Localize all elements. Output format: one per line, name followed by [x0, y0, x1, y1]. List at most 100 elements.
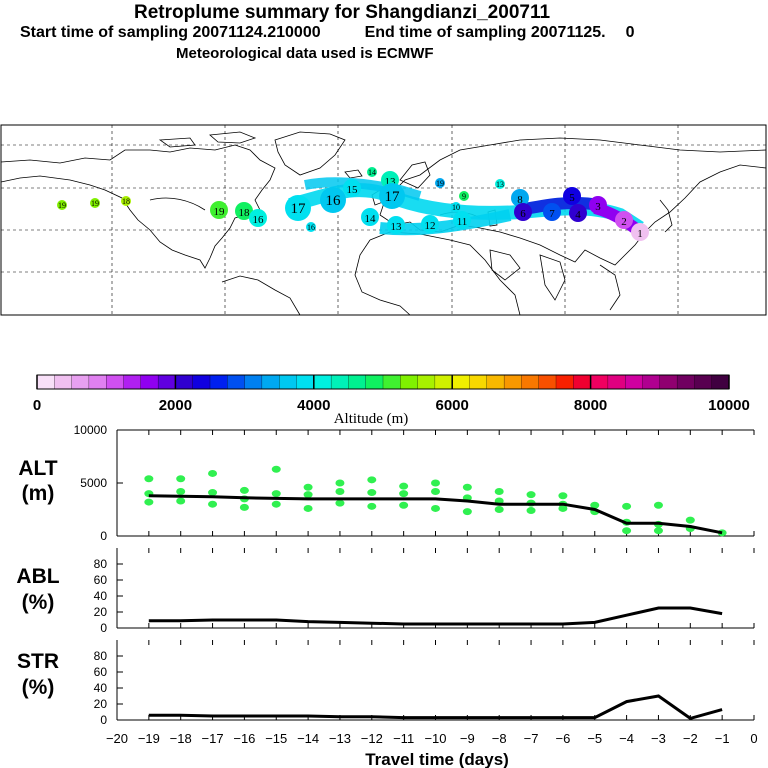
- x-tick-label: 0: [750, 731, 757, 746]
- colorbar-cell: [711, 374, 730, 390]
- cluster-label: 19: [58, 201, 66, 210]
- x-tick-label: −9: [460, 731, 475, 746]
- cluster-label: 17: [291, 201, 307, 217]
- y-tick-label: 80: [94, 557, 108, 571]
- particle-point: [208, 500, 218, 508]
- particle-point: [239, 486, 249, 494]
- cluster-marker: [511, 189, 529, 207]
- colorbar-tick-label: 10000: [708, 397, 750, 414]
- cluster-label: 18: [239, 207, 251, 219]
- cluster-marker: [543, 203, 561, 221]
- particle-point: [526, 507, 536, 515]
- particle-point: [431, 487, 440, 495]
- x-axis-title: Travel time (days): [365, 750, 509, 768]
- particle-point: [208, 469, 218, 477]
- end-time-suffix: 0: [625, 24, 635, 41]
- series-line: [148, 694, 723, 721]
- cluster-label: 8: [517, 194, 523, 206]
- y-tick-label: 60: [94, 665, 108, 679]
- y-tick-label: 40: [94, 589, 108, 603]
- x-tick-label: −18: [170, 731, 192, 746]
- particle-point: [653, 527, 663, 535]
- cluster-label: 16: [307, 223, 315, 232]
- x-tick-label: −10: [424, 731, 446, 746]
- cluster-label: 3: [595, 201, 601, 213]
- x-tick-label: −15: [265, 731, 287, 746]
- x-tick-label: −8: [492, 731, 507, 746]
- cluster-label: 19: [436, 179, 444, 188]
- particle-point: [526, 491, 536, 499]
- cluster-marker: [459, 191, 469, 201]
- colorbar-cell: [417, 374, 436, 390]
- cluster-marker: [615, 211, 633, 229]
- particle-point: [271, 490, 281, 498]
- cluster-label: 4: [575, 209, 581, 221]
- colorbar-tick-label: 0: [33, 397, 41, 414]
- cluster-marker: [235, 202, 253, 220]
- colorbar-tick-label: 2000: [159, 397, 192, 414]
- time-series-panels: 0 5000 10000 ALT(m) 0 20 40 60 80 ABL (%) 0 20 40 60 80…: [16, 423, 757, 768]
- panel-abl: 0 20 40 60 80 ABL (%): [16, 548, 755, 635]
- particle-point: [399, 490, 409, 498]
- colorbar-cell: [469, 374, 488, 390]
- colorbar-cell: [503, 374, 522, 390]
- particle-point: [367, 502, 377, 510]
- particle-point: [622, 527, 632, 535]
- cluster-marker: [569, 204, 587, 222]
- cluster-marker: [90, 198, 100, 208]
- cluster-marker: [379, 183, 405, 209]
- colorbar-cell: [157, 374, 176, 390]
- particle-point: [208, 489, 218, 497]
- cluster-marker: [57, 200, 67, 210]
- cluster-label: 17: [385, 189, 401, 205]
- colorbar-cell: [607, 374, 626, 390]
- cluster-label: 14: [368, 168, 376, 177]
- met-data-label: Meteorological data used is ECMWF: [176, 45, 434, 62]
- colorbar-cell: [54, 374, 73, 390]
- colorbar-cell: [330, 374, 349, 390]
- cluster-marker: [367, 167, 377, 177]
- particle-point: [367, 476, 377, 484]
- x-tick-label: −16: [233, 731, 255, 746]
- cluster-marker: [361, 208, 379, 226]
- cluster-marker: [306, 222, 316, 232]
- x-tick-label: −7: [524, 731, 539, 746]
- particle-point: [622, 502, 632, 510]
- x-tick-label: −2: [683, 731, 698, 746]
- colorbar-cell: [36, 374, 55, 390]
- particle-point: [494, 487, 504, 495]
- x-tick-label: −4: [619, 731, 634, 746]
- x-tick-label: −1: [715, 731, 730, 746]
- cluster-label: 5: [569, 192, 575, 204]
- y-tick-label: 10000: [74, 423, 108, 437]
- x-tick-label: −20: [106, 731, 128, 746]
- map-frame: [0, 124, 767, 316]
- particle-point: [590, 501, 600, 509]
- cluster-label: 2: [621, 216, 627, 228]
- particle-point: [271, 465, 281, 473]
- particle-point: [303, 483, 313, 491]
- colorbar-cell: [279, 374, 297, 390]
- cluster-label: 12: [425, 220, 436, 232]
- y-tick-label: 0: [100, 621, 107, 635]
- colorbar-tick-label: 6000: [436, 397, 469, 414]
- cluster-label: 6: [520, 208, 526, 220]
- colorbar-tick-label: 4000: [297, 397, 330, 414]
- colorbar-ticks: 0 2000 4000 6000 8000 10000: [33, 375, 750, 414]
- particle-point: [176, 497, 186, 505]
- cluster-label: 11: [457, 216, 468, 228]
- cluster-marker: [210, 201, 228, 219]
- x-tick-label: −6: [555, 731, 570, 746]
- cluster-label: 15: [347, 184, 359, 196]
- cluster-marker: [249, 209, 267, 227]
- cluster-marker: [421, 215, 439, 233]
- colorbar-cell: [521, 374, 540, 390]
- colorbar-cell: [192, 374, 211, 390]
- panel-label: STR: [17, 650, 59, 673]
- cluster-marker: [589, 196, 607, 214]
- colorbar-cells: [36, 374, 730, 390]
- particle-point: [653, 501, 663, 509]
